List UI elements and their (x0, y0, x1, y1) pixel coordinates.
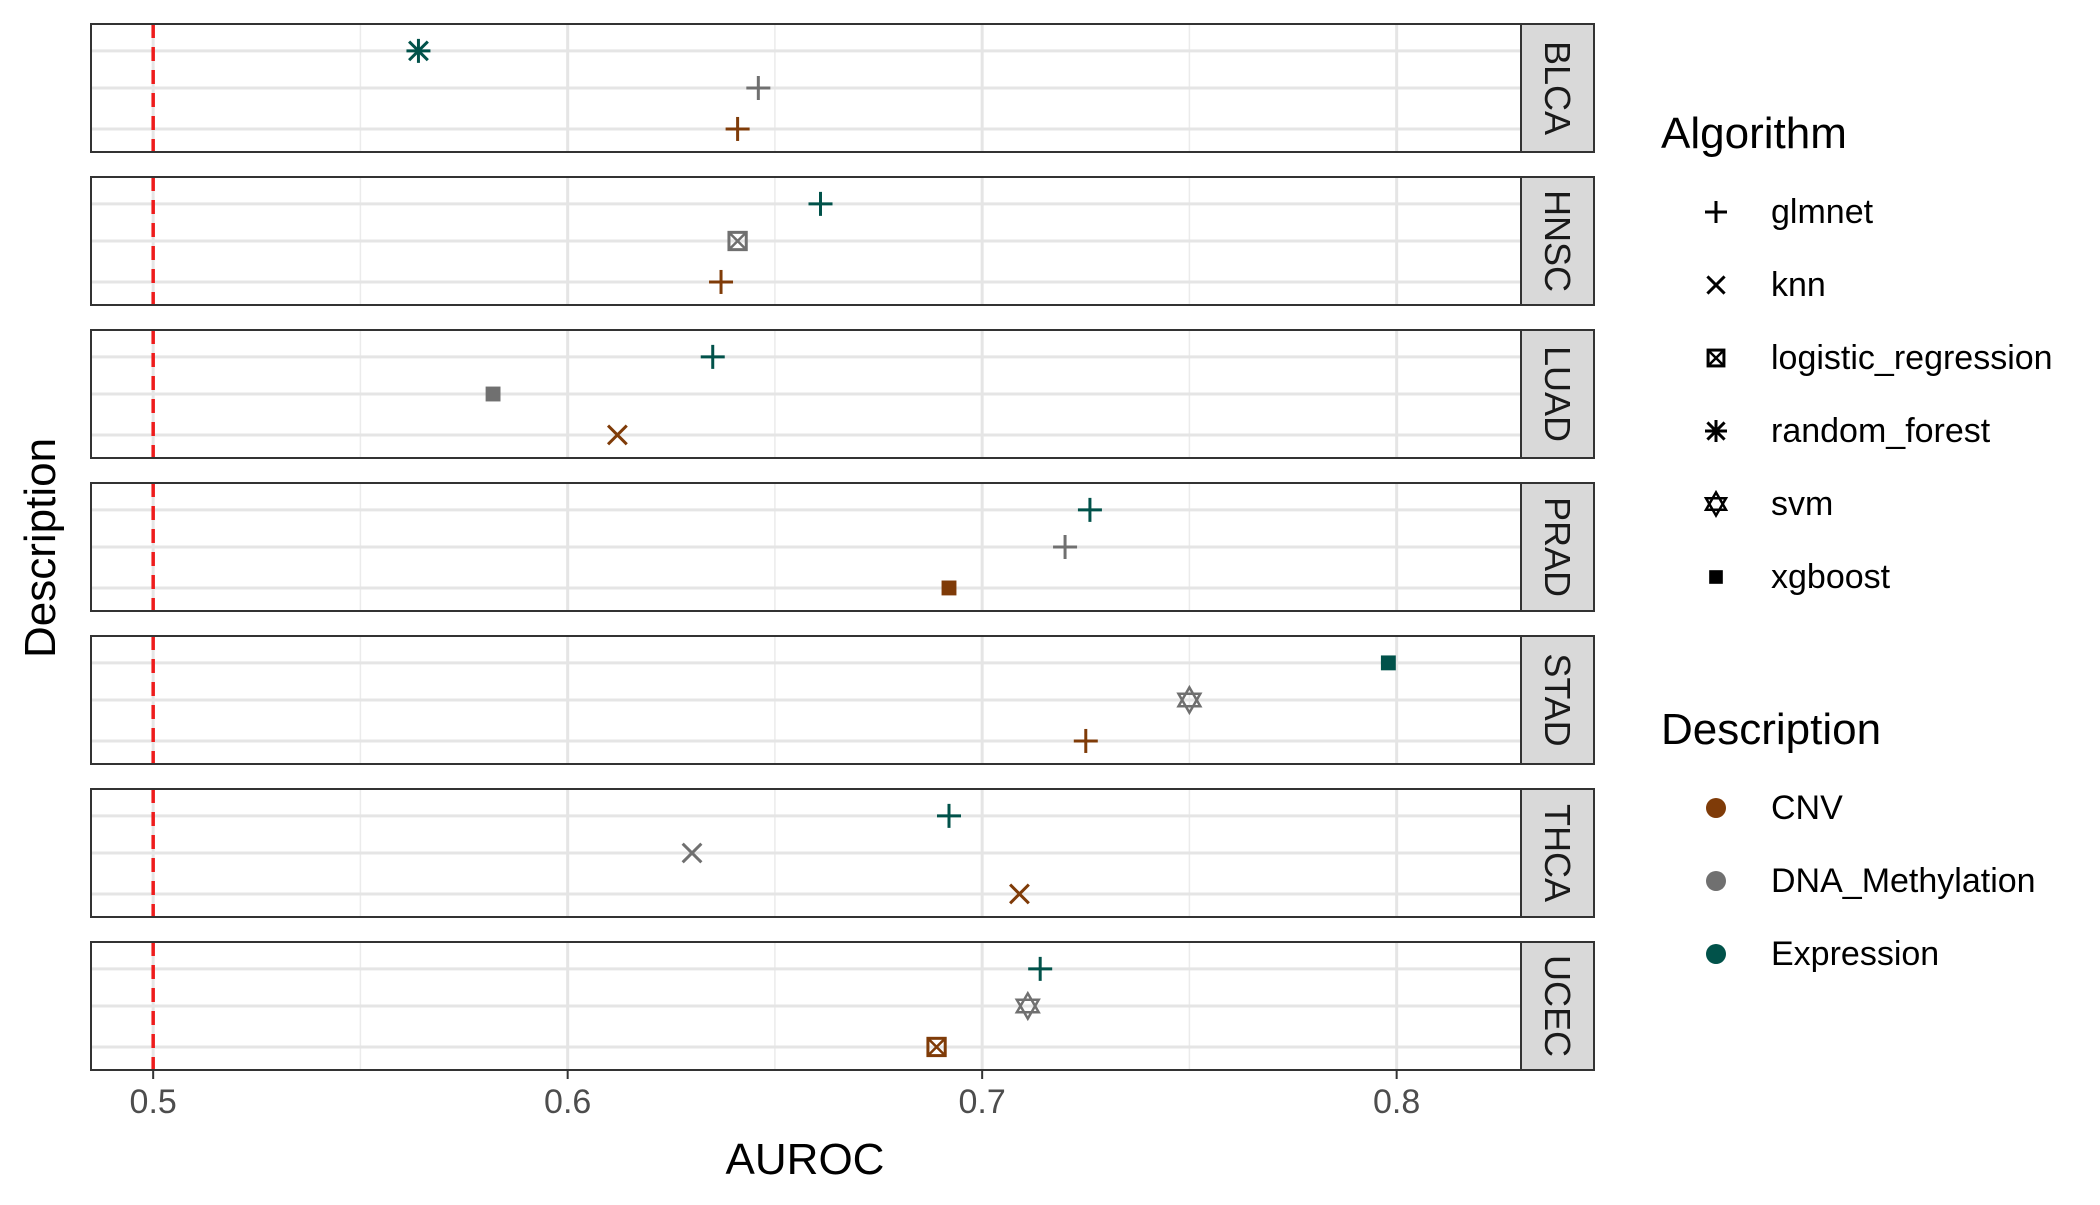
point-blca-cnv (725, 116, 750, 141)
facet-strip (1520, 635, 1595, 765)
point-prad-dna-methylation (1053, 535, 1078, 559)
description-legend: Description CNV DNA_Methylation Expression (1661, 705, 2036, 973)
x-tick-label: 0.7 (959, 1083, 1006, 1121)
point-ucec-expression (1028, 956, 1053, 981)
legend-label: logistic_regression (1771, 339, 2053, 377)
point-luad-dna-methylation (485, 386, 501, 402)
legend-label: svm (1771, 485, 1833, 523)
legend-item-random-forest: random_forest (1705, 412, 1991, 450)
facet-panel-ucec: UCEC (90, 941, 1595, 1071)
facet-panel-stad: STAD (90, 635, 1595, 765)
point-luad-cnv (606, 424, 628, 446)
plus-icon (1705, 201, 1727, 223)
facet-strip (1520, 482, 1595, 612)
facet-label-thca: THCA (1537, 804, 1578, 902)
legend-label: random_forest (1771, 412, 1991, 450)
facet-strip (1520, 176, 1595, 306)
dot-icon (1706, 871, 1726, 891)
point-blca-dna-methylation (746, 76, 771, 100)
legend-label: DNA_Methylation (1771, 862, 2036, 900)
description-legend-title: Description (1661, 705, 1881, 754)
dot-icon (1706, 798, 1726, 818)
facet-label-blca: BLCA (1537, 41, 1578, 135)
facet-panel-hnsc: HNSC (90, 176, 1595, 306)
star-of-david-icon (1703, 489, 1729, 518)
square-icon (1709, 570, 1723, 584)
facet-panel-thca: THCA (90, 788, 1595, 918)
legend-item-dna-methylation: DNA_Methylation (1706, 862, 2036, 900)
boxcross-icon (1706, 348, 1726, 368)
x-axis-title: AUROC (726, 1135, 885, 1184)
point-hnsc-cnv (709, 269, 734, 294)
point-blca-expression (406, 38, 431, 63)
legend-item-knn: knn (1706, 266, 1826, 304)
x-tick-label: 0.6 (544, 1083, 591, 1121)
legend-label: xgboost (1771, 558, 1891, 596)
dot-icon (1706, 944, 1726, 964)
facet-strip (1520, 329, 1595, 459)
facet-label-prad: PRAD (1537, 497, 1578, 597)
facet-panel-prad: PRAD (90, 482, 1595, 612)
point-hnsc-expression (808, 191, 833, 216)
asterisk-icon (1705, 420, 1727, 442)
point-thca-dna-methylation (681, 842, 703, 864)
point-luad-expression (700, 344, 725, 369)
point-hnsc-dna-methylation (727, 230, 748, 252)
facet-panels: BLCA HNSC LUAD PRAD STAD THCA UCEC (90, 23, 1595, 1071)
facet-label-hnsc: HNSC (1537, 190, 1578, 292)
facet-panel-luad: LUAD (90, 329, 1595, 459)
legend-label: glmnet (1771, 193, 1874, 231)
legend-item-expression: Expression (1706, 935, 1939, 973)
point-ucec-dna-methylation (1014, 990, 1041, 1022)
legend-item-xgboost: xgboost (1709, 558, 1891, 596)
facet-label-luad: LUAD (1537, 346, 1578, 442)
point-stad-expression (1380, 655, 1396, 671)
legend-item-glmnet: glmnet (1705, 193, 1874, 231)
point-ucec-cnv (926, 1036, 947, 1058)
y-axis-title: Description (16, 438, 65, 658)
facet-strip (1520, 941, 1595, 1071)
point-stad-cnv (1073, 728, 1098, 753)
algorithm-legend: Algorithm glmnet knn logistic_regressionran… (1661, 109, 2053, 596)
point-prad-expression (1077, 497, 1102, 522)
facet-strip (1520, 788, 1595, 918)
point-thca-expression (937, 803, 961, 828)
legend-item-logistic-regression: logistic_regression (1706, 339, 2053, 377)
facet-strip (1520, 23, 1595, 153)
x-tick-label: 0.8 (1373, 1083, 1420, 1121)
facet-panel-blca: BLCA (90, 23, 1595, 153)
cross-icon (1706, 275, 1726, 295)
facet-label-ucec: UCEC (1537, 955, 1578, 1057)
legend-item-svm: svm (1703, 485, 1833, 523)
legend-label: CNV (1771, 789, 1843, 827)
point-stad-dna-methylation (1176, 684, 1203, 716)
point-prad-cnv (941, 580, 957, 596)
legend-label: knn (1771, 266, 1826, 304)
legend-label: Expression (1771, 935, 1939, 973)
algorithm-legend-title: Algorithm (1661, 109, 1847, 158)
point-thca-cnv (1009, 883, 1030, 905)
legend-item-cnv: CNV (1706, 789, 1843, 827)
x-axis: 0.5 0.6 0.7 0.8 (130, 1070, 1420, 1121)
facet-label-stad: STAD (1537, 653, 1578, 746)
x-tick-label: 0.5 (130, 1083, 177, 1121)
